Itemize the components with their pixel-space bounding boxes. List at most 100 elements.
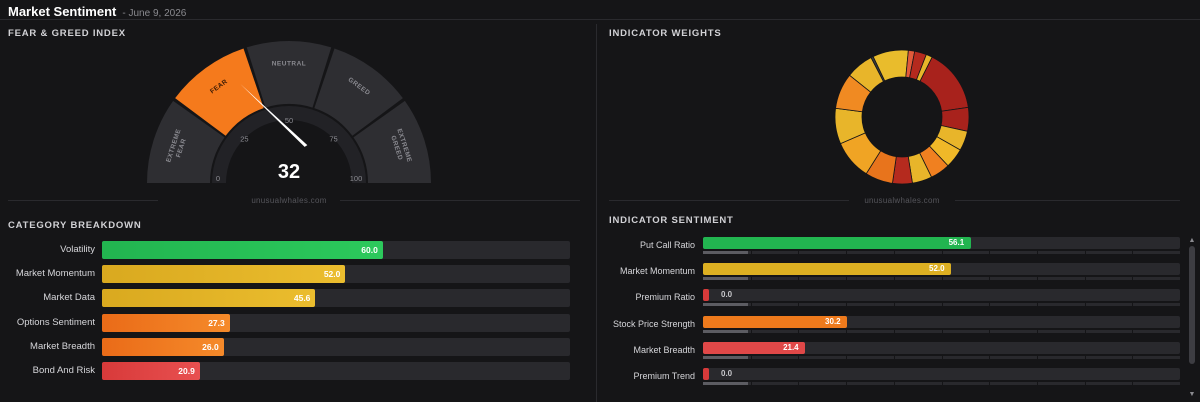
indicator-sub-tick: [798, 330, 800, 333]
indicator-value: 56.1: [948, 238, 965, 247]
indicator-sub-tick: [1036, 330, 1038, 333]
indicator-bar-fill: [703, 316, 848, 328]
page-header: Market Sentiment - June 9, 2026: [8, 4, 186, 20]
category-value: 52.0: [323, 269, 341, 279]
indicator-sub-track: [703, 251, 1180, 254]
indicator-sub-tick: [989, 356, 991, 359]
indicator-sub-tick: [1036, 356, 1038, 359]
scroll-up-icon[interactable]: ▲: [1188, 237, 1196, 244]
indicator-label: Premium Ratio: [635, 292, 695, 302]
indicator-sub-tick: [798, 382, 800, 385]
indicator-sub-tick: [846, 356, 848, 359]
indicator-sub-fill: [703, 382, 749, 385]
indicator-sub-tick: [893, 303, 895, 306]
page-title: Market Sentiment: [8, 4, 117, 19]
indicator-sub-tick: [846, 330, 848, 333]
category-bar-fill: 26.0: [102, 338, 224, 356]
gauge-segment-extreme-fear: [147, 100, 225, 183]
indicator-bar-fill: [703, 237, 971, 249]
category-value: 26.0: [202, 342, 219, 352]
category-label: Options Sentiment: [16, 317, 95, 328]
indicator-sub-tick: [1084, 382, 1086, 385]
indicator-sub-tick: [846, 277, 848, 280]
panel-divider: [596, 24, 597, 402]
indicator-bar-track: 56.1: [703, 237, 1180, 249]
category-bar-fill: 60.0: [102, 241, 383, 259]
category-bar-track: 45.6: [102, 289, 570, 307]
indicator-sub-tick: [1084, 251, 1086, 254]
gauge-tick-label: 50: [285, 116, 293, 125]
indicator-sub-tick: [1084, 356, 1086, 359]
indicator-sub-tick: [1084, 303, 1086, 306]
indicator-sub-fill: [703, 277, 749, 280]
indicator-sub-tick: [1036, 251, 1038, 254]
indicator-sub-fill: [703, 251, 749, 254]
indicator-sub-tick: [893, 382, 895, 385]
indicator-sub-tick: [798, 356, 800, 359]
indicator-bar-track: 21.4: [703, 342, 1180, 354]
indicator-sub-tick: [1132, 303, 1134, 306]
indicator-sub-tick: [1084, 277, 1086, 280]
indicator-label: Stock Price Strength: [612, 319, 695, 329]
indicator-bar-track: 0.0: [703, 368, 1180, 380]
indicator-sub-tick: [1036, 277, 1038, 280]
indicator-sub-tick: [846, 303, 848, 306]
indicator-label: Market Breadth: [633, 345, 695, 355]
indicator-sub-tick: [846, 251, 848, 254]
indicator-bar-fill: [703, 368, 709, 380]
category-label: Volatility: [60, 244, 95, 255]
indicator-sentiment-title: INDICATOR SENTIMENT: [609, 215, 734, 226]
gauge-segment-greed: [314, 48, 403, 136]
category-bar-track: 52.0: [102, 265, 570, 283]
gauge-segment-extreme-greed: [353, 100, 431, 183]
watermark-line-right: [340, 200, 580, 201]
indicator-label: Put Call Ratio: [639, 240, 695, 250]
indicator-sub-tick: [750, 330, 752, 333]
indicator-sub-fill: [703, 356, 749, 359]
indicator-sub-tick: [989, 382, 991, 385]
indicator-sub-tick: [1132, 330, 1134, 333]
page-date: - June 9, 2026: [122, 8, 187, 19]
category-label: Bond And Risk: [32, 365, 95, 376]
category-bar-track: 20.9: [102, 362, 570, 380]
indicator-sub-tick: [798, 303, 800, 306]
indicator-bar-track: 52.0: [703, 263, 1180, 275]
indicator-label: Premium Trend: [633, 371, 695, 381]
indicator-sub-tick: [1036, 303, 1038, 306]
indicator-value: 30.2: [825, 317, 841, 326]
indicator-value: 52.0: [929, 264, 945, 273]
gauge-segment-fear: [175, 48, 264, 136]
indicator-sub-tick: [989, 251, 991, 254]
indicator-sub-track: [703, 277, 1180, 280]
indicator-sub-tick: [750, 277, 752, 280]
indicator-sub-tick: [750, 356, 752, 359]
indicator-bar-track: 30.2: [703, 316, 1180, 328]
category-label: Market Momentum: [15, 268, 95, 279]
indicator-sub-tick: [1132, 382, 1134, 385]
indicator-sub-track: [703, 303, 1180, 306]
indicator-weights-title: INDICATOR WEIGHTS: [609, 28, 722, 39]
category-value: 45.6: [293, 293, 311, 303]
scrollbar-thumb[interactable]: [1189, 246, 1195, 364]
watermark-line-left: [8, 200, 158, 201]
gauge-value: 32: [278, 161, 300, 183]
weights-watermark: unusualwhales.com: [864, 196, 940, 205]
donut-slice[interactable]: [835, 74, 872, 113]
indicator-bar-track: 0.0: [703, 289, 1180, 301]
indicator-sub-tick: [941, 251, 943, 254]
indicator-sub-tick: [1132, 251, 1134, 254]
category-value: 20.9: [178, 366, 195, 376]
gauge-tick-label: 75: [329, 134, 337, 143]
indicator-sub-tick: [941, 330, 943, 333]
gauge-tick-label: 25: [240, 134, 248, 143]
category-bar-fill: 52.0: [102, 265, 346, 283]
scroll-down-icon[interactable]: ▼: [1188, 391, 1196, 398]
fear-greed-gauge: EXTREMEFEARFEARNEUTRALGREEDEXTREMEGREED0…: [147, 41, 431, 183]
indicator-sub-tick: [941, 356, 943, 359]
indicator-sub-tick: [1084, 330, 1086, 333]
indicator-value: 0.0: [721, 369, 733, 378]
indicator-sub-tick: [1132, 356, 1134, 359]
indicator-sub-tick: [1132, 277, 1134, 280]
indicator-sub-fill: [703, 303, 749, 306]
indicator-sub-track: [703, 382, 1180, 385]
